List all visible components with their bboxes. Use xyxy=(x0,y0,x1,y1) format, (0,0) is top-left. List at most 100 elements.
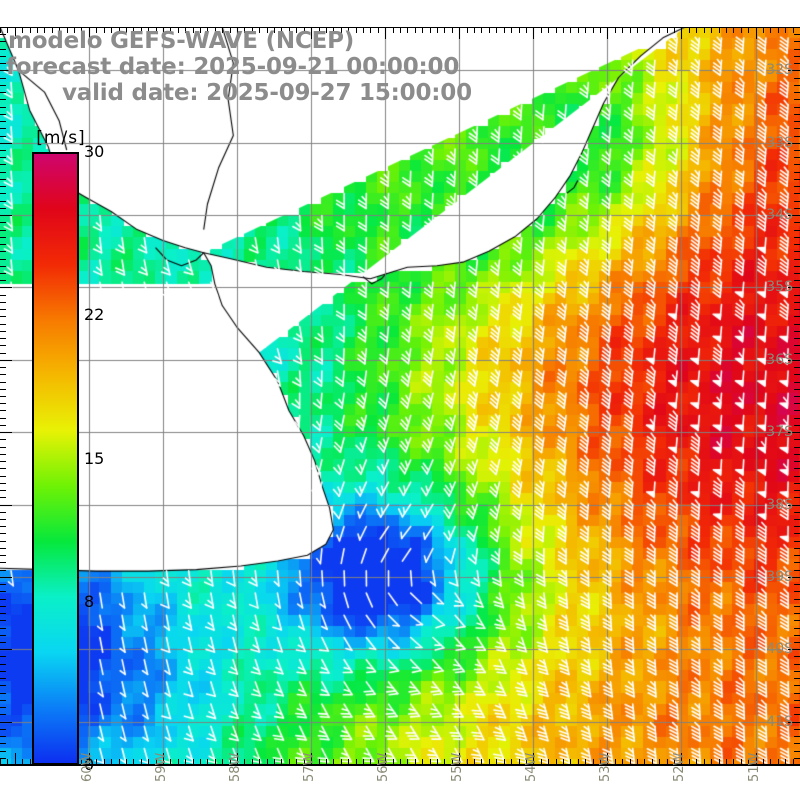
axis-tick-minor xyxy=(748,27,749,33)
axis-tick-minor xyxy=(689,27,690,33)
axis-tick-minor xyxy=(133,759,134,765)
axis-tick-minor xyxy=(378,27,379,33)
axis-tick-minor xyxy=(119,27,120,33)
axis-tick-minor xyxy=(519,759,520,765)
axis-tick-minor xyxy=(333,759,334,765)
axis-tick-minor xyxy=(578,759,579,765)
axis-tick-minor xyxy=(370,759,371,765)
axis-tick-minor xyxy=(0,27,6,28)
axis-tick-minor xyxy=(794,374,800,375)
axis-tick-minor xyxy=(141,27,142,33)
axis-tick-minor xyxy=(0,157,6,158)
axis-tick-minor xyxy=(548,759,549,765)
axis-tick-minor xyxy=(0,345,6,346)
axis-tick-minor xyxy=(794,273,800,274)
axis-tick-minor xyxy=(674,27,675,33)
axis-tick-minor xyxy=(794,222,800,223)
axis-tick-minor xyxy=(252,759,253,765)
axis-tick-minor xyxy=(741,27,742,33)
axis-tick-minor xyxy=(296,759,297,765)
axis-tick-minor xyxy=(0,316,6,317)
axis-tick-minor xyxy=(0,685,6,686)
axis-tick-minor xyxy=(570,27,571,33)
axis-tick-minor xyxy=(0,562,6,563)
axis-tick-major xyxy=(681,27,682,39)
axis-tick-minor xyxy=(0,533,6,534)
axis-tick-minor xyxy=(0,729,6,730)
axis-tick-minor xyxy=(794,382,800,383)
axis-tick-minor xyxy=(630,27,631,33)
axis-tick-minor xyxy=(22,759,23,765)
axis-tick-minor xyxy=(341,759,342,765)
axis-tick-minor xyxy=(496,759,497,765)
axis-tick-minor xyxy=(794,584,800,585)
axis-tick-minor xyxy=(81,27,82,33)
axis-tick-minor xyxy=(370,27,371,33)
axis-tick-minor xyxy=(794,439,800,440)
axis-tick-minor xyxy=(548,27,549,33)
axis-tick-minor xyxy=(0,410,6,411)
lat-label-41S: 41S xyxy=(766,713,793,730)
axis-tick-minor xyxy=(0,230,6,231)
axis-tick-major xyxy=(788,649,800,650)
axis-tick-minor xyxy=(733,27,734,33)
axis-tick-minor xyxy=(0,541,6,542)
axis-tick-minor xyxy=(0,78,6,79)
axis-tick-minor xyxy=(794,729,800,730)
axis-tick-minor xyxy=(659,27,660,33)
axis-tick-minor xyxy=(763,759,764,765)
axis-tick-minor xyxy=(704,27,705,33)
axis-tick-minor xyxy=(156,27,157,33)
axis-tick-minor xyxy=(52,27,53,33)
axis-tick-minor xyxy=(556,759,557,765)
axis-tick-minor xyxy=(193,27,194,33)
axis-tick-minor xyxy=(794,179,800,180)
axis-tick-minor xyxy=(794,237,800,238)
axis-tick-minor xyxy=(193,759,194,765)
axis-tick-minor xyxy=(794,736,800,737)
axis-tick-minor xyxy=(794,85,800,86)
axis-tick-minor xyxy=(133,27,134,33)
axis-tick-minor xyxy=(794,27,800,28)
axis-tick-minor xyxy=(794,562,800,563)
axis-tick-minor xyxy=(794,425,800,426)
axis-tick-minor xyxy=(748,759,749,765)
axis-tick-minor xyxy=(794,490,800,491)
axis-tick-major xyxy=(0,287,12,288)
axis-tick-minor xyxy=(0,758,6,759)
axis-tick-minor xyxy=(794,599,800,600)
axis-tick-major xyxy=(533,753,534,765)
axis-tick-minor xyxy=(785,759,786,765)
axis-tick-minor xyxy=(267,759,268,765)
axis-tick-minor xyxy=(259,759,260,765)
axis-tick-minor xyxy=(44,27,45,33)
lat-label-39S: 39S xyxy=(766,568,793,585)
axis-tick-minor xyxy=(794,628,800,629)
axis-tick-minor xyxy=(794,526,800,527)
axis-tick-minor xyxy=(794,410,800,411)
axis-tick-minor xyxy=(0,56,6,57)
lat-label-37S: 37S xyxy=(766,424,793,441)
axis-tick-minor xyxy=(794,664,800,665)
axis-tick-minor xyxy=(363,759,364,765)
lat-label-33S: 33S xyxy=(766,134,793,151)
axis-tick-minor xyxy=(267,27,268,33)
axis-tick-minor xyxy=(0,295,6,296)
lon-label-52W: 52W xyxy=(672,752,688,782)
axis-tick-minor xyxy=(0,656,6,657)
axis-tick-minor xyxy=(0,114,6,115)
axis-tick-minor xyxy=(794,280,800,281)
axis-tick-minor xyxy=(794,591,800,592)
axis-tick-minor xyxy=(644,27,645,33)
axis-tick-minor xyxy=(704,759,705,765)
axis-tick-minor xyxy=(230,759,231,765)
axis-tick-minor xyxy=(794,208,800,209)
axis-tick-minor xyxy=(437,27,438,33)
axis-tick-minor xyxy=(348,27,349,33)
axis-tick-minor xyxy=(711,759,712,765)
axis-tick-major xyxy=(237,27,238,39)
axis-tick-major xyxy=(237,753,238,765)
axis-tick-minor xyxy=(770,27,771,33)
axis-tick-minor xyxy=(0,266,6,267)
axis-tick-minor xyxy=(474,759,475,765)
